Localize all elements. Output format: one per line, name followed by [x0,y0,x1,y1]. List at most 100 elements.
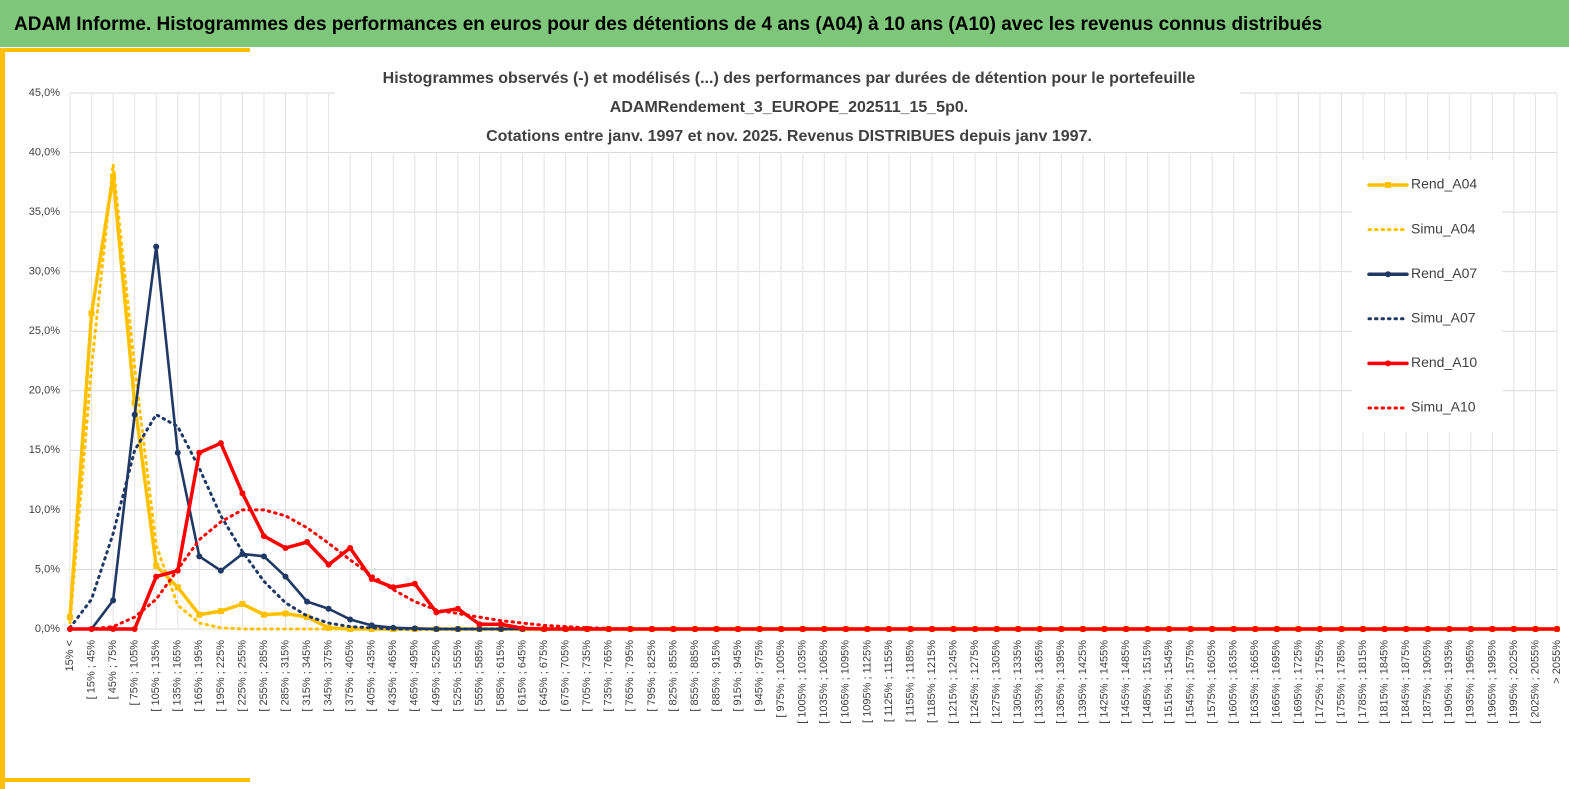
point [993,626,1000,632]
x-tick-label: [ 1515% ; 1545% [1163,640,1175,724]
x-tick-label: [ 1965% ; 1995% [1486,640,1498,724]
point [1058,626,1065,632]
y-tick-label: 20,0% [29,385,60,397]
legend-marker [1385,360,1391,367]
chart-title: ADAMRendement_3_EUROPE_202511_15_5p0. [610,99,968,116]
chart-title: Histogrammes observés (-) et modélisés (… [383,70,1196,87]
legend-label: Simu_A07 [1411,310,1476,326]
legend-label: Rend_A07 [1411,265,1477,281]
x-tick-label: [ 855% ; 885% [689,640,701,712]
point [110,597,117,604]
point [239,600,246,607]
point [864,626,871,632]
x-tick-label: [ 945% ; 975% [754,640,766,712]
x-tick-label: [ 675% ; 705% [560,640,572,712]
point [1467,626,1474,632]
point [799,626,806,632]
point [282,545,289,552]
point [476,621,483,628]
x-tick-label: [ 825% ; 855% [667,640,679,712]
x-tick-label: [ 1485% ; 1515% [1141,640,1153,724]
point [196,553,203,560]
x-tick-label: [ 705% ; 735% [581,640,593,712]
chart-title: Cotations entre janv. 1997 et nov. 2025.… [486,128,1092,145]
x-tick-label: [ 1365% ; 1395% [1055,640,1067,724]
point [304,598,311,605]
plot [67,162,1560,632]
x-tick-label: [ 195% ; 225% [215,640,227,712]
x-tick-label: [ 1035% ; 1065% [818,640,830,724]
x-tick-label: [ 1695% ; 1725% [1292,640,1304,724]
point [1532,626,1539,632]
point [88,310,95,317]
frame-top [0,48,250,52]
point [433,626,440,632]
x-tick-label: > 2055% [1551,640,1563,684]
point [174,584,181,591]
x-tick-label: [ 1845% ; 1875% [1400,640,1412,724]
y-tick-label: 15,0% [29,444,60,456]
x-tick-label: [ 1215% ; 1245% [947,640,959,724]
x-tick-label: [ 735% ; 765% [603,640,615,712]
point [368,626,375,632]
x-tick-label: [ 1815% ; 1845% [1379,640,1391,724]
x-tick-label: [ 1905% ; 1935% [1443,640,1455,724]
x-tick-label: [ 1785% ; 1815% [1357,640,1369,724]
banner-title: ADAM Informe. Histogrammes des performan… [14,14,1322,35]
point [325,561,332,568]
x-tick-label: [ 225% ; 255% [236,640,248,712]
x-tick-label: [ 615% ; 645% [516,640,528,712]
point [454,605,461,612]
legend-label: Simu_A10 [1411,399,1476,415]
x-tick-label: [ 1305% ; 1335% [1012,640,1024,724]
y-tick-label: 0,0% [35,623,60,635]
x-tick-label: [ 1425% ; 1455% [1098,640,1110,724]
point [519,625,526,632]
x-tick-label: [ 1995% ; 2025% [1508,640,1520,724]
point [153,562,160,569]
point [282,573,289,580]
x-tick-label: [ 315% ; 345% [301,640,313,712]
y-tick-label: 10,0% [29,504,60,516]
frame-left [0,48,5,789]
y-tick-label: 5,0% [35,563,60,575]
point [282,610,289,617]
x-tick-label: [ 555% ; 585% [473,640,485,712]
x-tick-label: [ 1935% ; 1965% [1465,640,1477,724]
x-tick-label: [ 1065% ; 1095% [840,640,852,724]
x-tick-label: [ 285% ; 315% [279,640,291,712]
series-line [68,441,1559,631]
x-tick-label: [ 1335% ; 1365% [1034,640,1046,724]
x-tick-label: [ 1005% ; 1035% [797,640,809,724]
x-tick-label: [ 1875% ; 1905% [1422,640,1434,724]
point [325,605,332,612]
x-tick-label: [ 1275% ; 1305% [991,640,1003,724]
x-tick-label: [ 585% ; 615% [495,640,507,712]
x-tick-label: [ 405% ; 435% [366,640,378,712]
point [648,626,655,632]
y-tick-label: 35,0% [29,206,60,218]
point [541,626,548,632]
series-line [68,413,1559,631]
x-tick-label: 15% < [64,640,76,672]
x-tick-label: [ 495% ; 525% [430,640,442,712]
x-tick-label: [ 975% ; 1005% [775,640,787,718]
x-tick-label: [ 525% ; 555% [452,640,464,712]
legend-label: Rend_A04 [1411,176,1477,192]
x-tick-label: [ 1635% ; 1665% [1249,640,1261,724]
x-tick-label: [ 435% ; 465% [387,640,399,712]
y-tick-label: 45,0% [29,87,60,99]
x-tick-label: [ 1755% ; 1785% [1335,640,1347,724]
point [347,616,354,623]
point [260,533,267,540]
point [153,243,160,250]
point [1554,626,1560,632]
x-tick-label: [ 1155% ; 1185% [904,640,916,722]
point [1403,626,1410,632]
x-tick-label: [ 75% ; 105% [129,640,141,706]
point [131,411,138,418]
series-line [68,162,1559,631]
point [196,449,203,456]
x-tick-label: [ 135% ; 165% [172,640,184,712]
